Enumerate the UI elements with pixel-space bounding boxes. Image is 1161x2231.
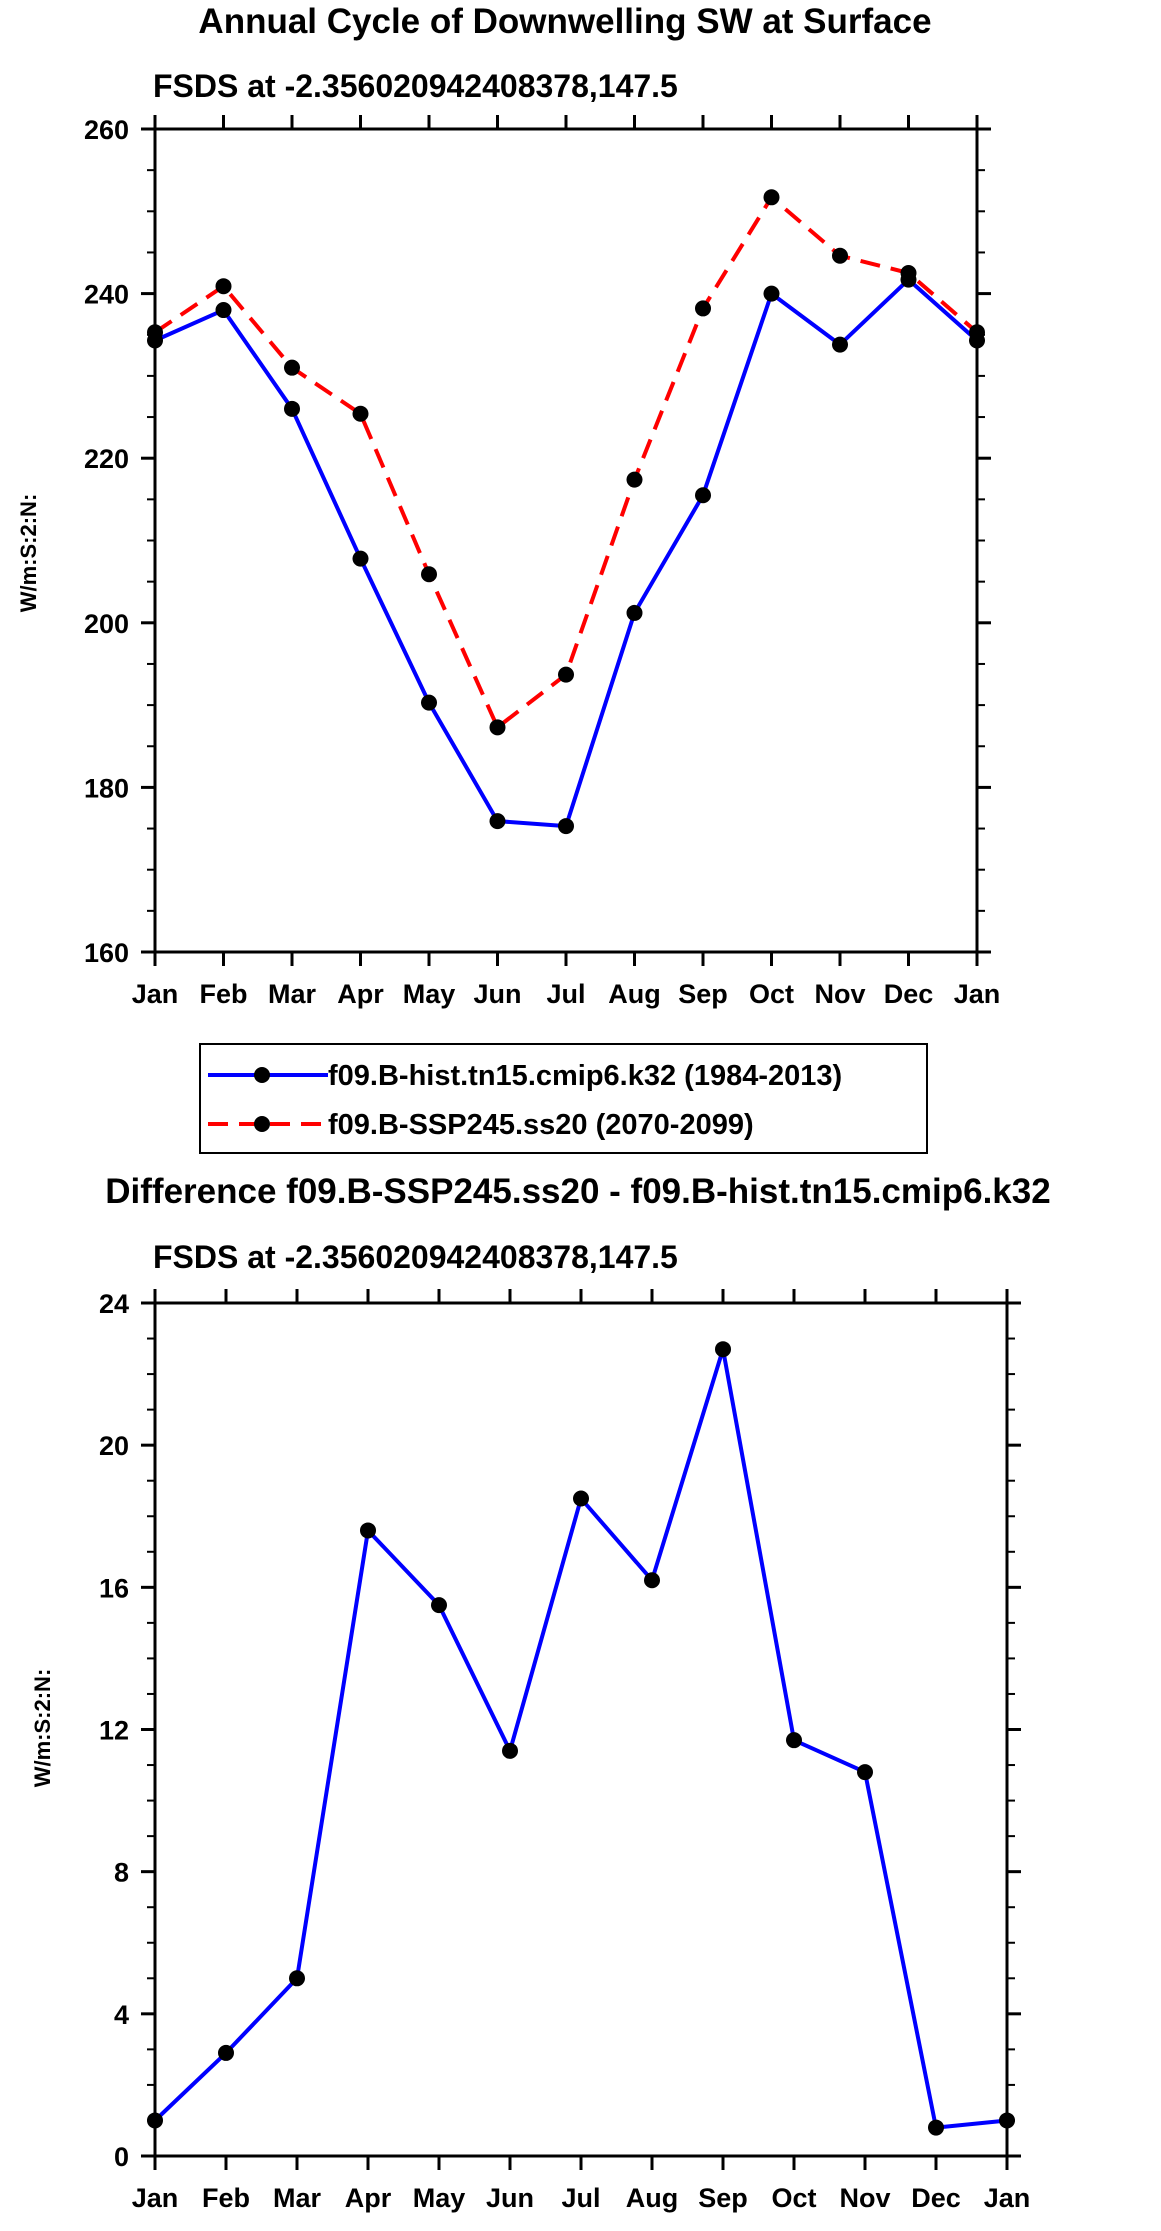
chart1-series-1-point [352, 405, 369, 422]
chart1-series-line-1 [153, 195, 979, 730]
chart2-xtick-label: Mar [273, 2183, 322, 2213]
chart2-series-0-point [715, 1341, 731, 1358]
chart1-ytick-label: 160 [84, 938, 129, 968]
chart2-xtick-label: Oct [771, 2183, 816, 2213]
chart1-xtick-label: Jan [954, 979, 1001, 1009]
chart1-ytick-label: 240 [84, 280, 129, 310]
legend-marker-hist [254, 1067, 270, 1083]
chart1-series-0-point [626, 604, 643, 621]
chart1-series-0-point [489, 813, 506, 830]
chart1-plot-area [147, 189, 985, 835]
chart1-series-1-point [900, 265, 917, 282]
chart1-title: Annual Cycle of Downwelling SW at Surfac… [198, 2, 931, 41]
chart2-xtick-label: Aug [626, 2183, 678, 2213]
chart2-series-0-point [928, 2119, 944, 2136]
chart1-subtitle: FSDS at -2.356020942408378,147.5 [153, 68, 678, 104]
chart2-series-0-point [573, 1490, 589, 1507]
chart1-xtick-label: Dec [884, 979, 934, 1009]
chart2-xtick-label: Feb [202, 2183, 250, 2213]
chart2-series-0-point [218, 2044, 234, 2061]
chart2-ytick-label: 24 [99, 1289, 129, 1319]
chart1-xtick-label: Nov [814, 979, 865, 1009]
chart2-xtick-label: Apr [345, 2183, 392, 2213]
chart1-xtick-label: Jun [473, 979, 521, 1009]
chart1-series-1-point [626, 471, 643, 488]
chart2-ylabel: W/m:S:2:N: [30, 1669, 55, 1788]
chart1-xtick-label: May [403, 979, 456, 1009]
chart2-xtick-label: Jun [486, 2183, 534, 2213]
chart1-xtick-label: Aug [608, 979, 660, 1009]
chart2-xtick-label: Dec [911, 2183, 961, 2213]
chart1-series-1-point [284, 359, 300, 376]
chart1-ylabel: W/m:S:2:N: [16, 494, 41, 613]
chart2-series-0-point [644, 1572, 660, 1589]
chart1-xtick-label: Jul [546, 979, 585, 1009]
legend-marker-ssp [254, 1116, 270, 1132]
chart1-series-0-point [215, 302, 232, 319]
chart2-frame [153, 1301, 1009, 2158]
chart-annual-cycle: Annual Cycle of Downwelling SW at Surfac… [16, 2, 1000, 1009]
chart1-series-line-0 [154, 277, 979, 829]
chart1-series-1-point [763, 189, 780, 206]
legend-item-ssp: f09.B-SSP245.ss20 (2070-2099) [208, 1109, 754, 1141]
chart1-series-1-point [558, 666, 574, 683]
chart-difference: Difference f09.B-SSP245.ss20 - f09.B-his… [30, 1172, 1051, 2213]
chart1-series-0-point [695, 487, 711, 504]
chart1-series-0-point [558, 818, 574, 835]
chart2-xtick-label: Jan [132, 2183, 179, 2213]
chart1-xtick-label: Sep [678, 979, 728, 1009]
chart2-ytick-label: 12 [99, 1716, 129, 1746]
chart2-title: Difference f09.B-SSP245.ss20 - f09.B-his… [105, 1172, 1050, 1211]
chart1-xtick-label: Jan [132, 979, 179, 1009]
chart2-ytick-label: 20 [99, 1431, 129, 1461]
chart2-xtick-label: May [413, 2183, 466, 2213]
chart1-ytick-label: 180 [84, 773, 129, 803]
chart1-series-0-point [421, 694, 437, 711]
chart1-frame [153, 127, 979, 954]
legend: f09.B-hist.tn15.cmip6.k32 (1984-2013) f0… [199, 1043, 928, 1154]
chart1-axes: Jan Feb Mar Apr May Jun Jul Aug Sep Oct Nov Dec Jan1… [84, 115, 1000, 1009]
chart1-series-0-point [352, 550, 369, 567]
legend-item-hist: f09.B-hist.tn15.cmip6.k32 (1984-2013) [208, 1060, 842, 1092]
chart2-ytick-label: 0 [114, 2142, 129, 2172]
chart2-xtick-label: Jul [561, 2183, 600, 2213]
chart2-ytick-label: 4 [114, 2000, 129, 2030]
chart1-series-0-point [832, 336, 848, 353]
chart1-series-0-point [284, 400, 300, 417]
legend-label-hist: f09.B-hist.tn15.cmip6.k32 (1984-2013) [328, 1060, 842, 1092]
chart2-series-0-point [857, 1764, 873, 1781]
chart2-series-0-point [502, 1742, 518, 1759]
chart2-xtick-label: Sep [698, 2183, 748, 2213]
chart1-xtick-label: Oct [749, 979, 794, 1009]
chart1-xtick-label: Apr [337, 979, 384, 1009]
chart1-ytick-label: 220 [84, 444, 129, 474]
chart2-series-0-point [289, 1970, 305, 1987]
chart2-series-0-point [360, 1522, 376, 1539]
chart2-series-0-point [786, 1732, 802, 1749]
chart2-series-0-point [431, 1597, 447, 1614]
chart2-subtitle: FSDS at -2.356020942408378,147.5 [153, 1239, 678, 1275]
chart1-series-1-point [215, 278, 232, 295]
chart2-ytick-label: 8 [114, 1858, 129, 1888]
legend-box [199, 1043, 928, 1154]
chart1-series-1-point [832, 247, 848, 264]
chart1-xtick-label: Feb [199, 979, 247, 1009]
legend-label-ssp: f09.B-SSP245.ss20 (2070-2099) [328, 1109, 754, 1141]
chart2-ytick-label: 16 [99, 1573, 129, 1603]
chart1-xtick-label: Mar [268, 979, 317, 1009]
chart1-series-1-point [421, 566, 437, 583]
chart1-ytick-label: 200 [84, 609, 129, 639]
chart1-series-1-point [695, 300, 711, 317]
chart1-series-0-point [763, 285, 780, 302]
chart2-plot-area [147, 1341, 1015, 2136]
chart1-ytick-label: 260 [84, 115, 129, 145]
chart2-xtick-label: Jan [984, 2183, 1031, 2213]
chart1-series-1-point [489, 719, 506, 736]
chart2-series-line-0 [153, 1347, 1008, 2130]
chart2-xtick-label: Nov [839, 2183, 890, 2213]
chart2-axes: Jan Feb Mar Apr May Jun Jul Aug Sep Oct Nov Dec Jan0… [99, 1289, 1030, 2213]
